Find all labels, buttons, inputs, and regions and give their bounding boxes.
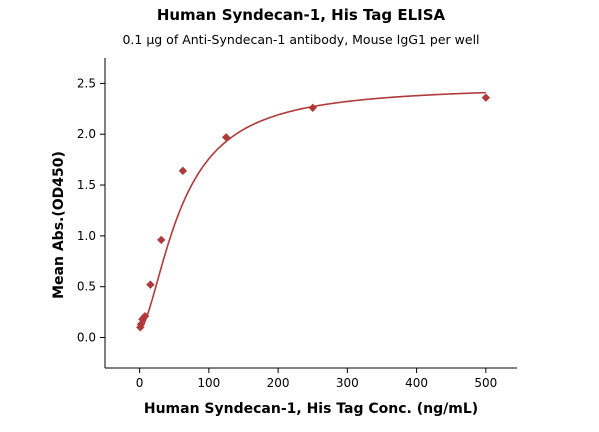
data-point [140,311,150,321]
y-tick-label: 0.5 [77,280,96,294]
data-point [146,280,155,289]
y-tick-label: 0.0 [77,331,96,345]
data-point [157,235,166,245]
data-point [178,166,188,176]
y-tick-label: 1.5 [77,178,96,192]
x-tick-label: 500 [474,376,497,390]
x-axis-ticks: 0 100 200 300 400 500 [136,368,497,390]
data-point [308,103,317,113]
fit-curve [139,91,486,330]
y-tick-label: 2.0 [77,127,96,141]
x-tick-label: 200 [267,376,290,390]
chart-title: Human Syndecan-1, His Tag ELISA [157,6,446,24]
y-axis-label: Mean Abs.(OD450) [51,151,67,299]
x-tick-label: 0 [136,376,144,390]
data-points [136,93,491,332]
x-tick-label: 100 [197,376,220,390]
x-tick-label: 300 [336,376,359,390]
y-axis-ticks: 0.0 0.5 1.0 1.5 2.0 2.5 [77,76,105,345]
chart-subtitle: 0.1 μg of Anti-Syndecan-1 antibody, Mous… [122,32,479,47]
y-tick-label: 1.0 [77,229,96,243]
x-axis-label: Human Syndecan-1, His Tag Conc. (ng/mL) [144,401,478,417]
y-tick-label: 2.5 [77,76,96,90]
x-tick-label: 400 [405,376,428,390]
data-point [481,93,491,102]
data-point [221,133,231,142]
